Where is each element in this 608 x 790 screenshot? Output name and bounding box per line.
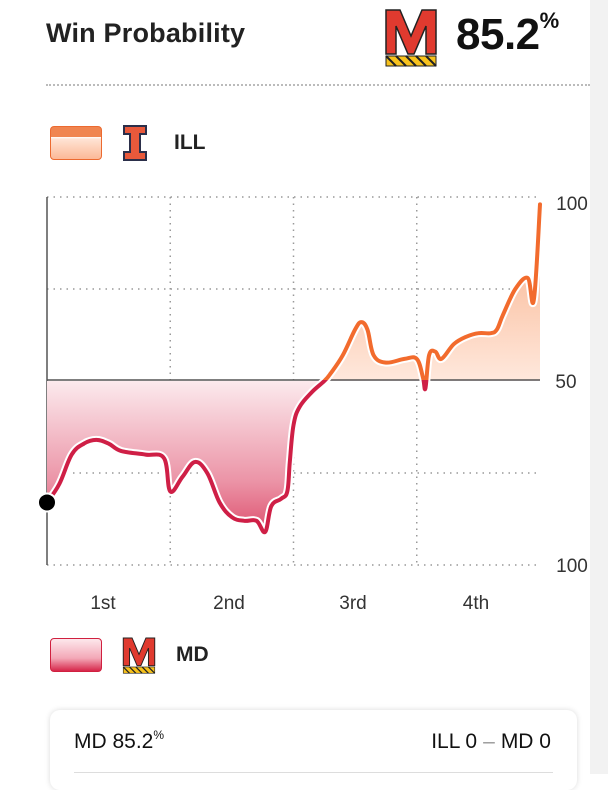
maryland-logo-small-icon bbox=[122, 637, 156, 674]
md-series-line bbox=[45, 380, 429, 535]
win-probability-chart: 100 50 100 1st 2nd 3rd 4th bbox=[37, 194, 588, 614]
x-tick-1st: 1st bbox=[90, 593, 116, 614]
legend-label-md: MD bbox=[176, 643, 209, 666]
leader-prob-number: 85.2 bbox=[456, 10, 540, 59]
x-tick-2nd: 2nd bbox=[213, 593, 245, 614]
legend-ill: ILL bbox=[50, 124, 206, 162]
summary-md-text: MD 85.2 bbox=[74, 730, 154, 753]
win-probability-header: Win Probability 85.2% bbox=[46, 0, 590, 84]
y-tick-bottom: 100 bbox=[556, 556, 588, 577]
game-summary-card[interactable]: MD 85.2% ILL 0– MD 0 bbox=[50, 710, 577, 790]
score-dash: – bbox=[483, 730, 495, 753]
legend-label-ill: ILL bbox=[174, 131, 206, 154]
card-divider bbox=[74, 772, 553, 773]
header-divider bbox=[46, 84, 590, 86]
illinois-logo-icon bbox=[123, 125, 147, 161]
md-color-swatch bbox=[50, 638, 102, 672]
chart-lines bbox=[43, 200, 544, 537]
leader-win-probability: 85.2% bbox=[456, 8, 560, 60]
y-tick-mid: 50 bbox=[555, 372, 576, 393]
percent-sign: % bbox=[539, 8, 560, 33]
summary-score: ILL 0– MD 0 bbox=[431, 730, 551, 754]
page-title: Win Probability bbox=[46, 18, 246, 48]
y-tick-top: 100 bbox=[556, 194, 588, 215]
md-area bbox=[47, 380, 540, 533]
ill-series-line bbox=[322, 202, 542, 380]
x-tick-4th: 4th bbox=[463, 593, 489, 614]
summary-md-pct: % bbox=[153, 728, 165, 742]
start-point-marker bbox=[37, 492, 57, 513]
scrollbar-track[interactable] bbox=[590, 0, 608, 774]
chart-grid bbox=[47, 196, 540, 566]
score-md: MD 0 bbox=[500, 730, 551, 753]
maryland-logo-icon bbox=[385, 9, 437, 67]
x-tick-3rd: 3rd bbox=[339, 593, 366, 614]
summary-md-probability: MD 85.2% bbox=[74, 728, 165, 754]
legend-md: MD bbox=[50, 635, 209, 675]
score-ill: ILL 0 bbox=[431, 730, 478, 753]
ill-color-swatch bbox=[50, 126, 102, 160]
